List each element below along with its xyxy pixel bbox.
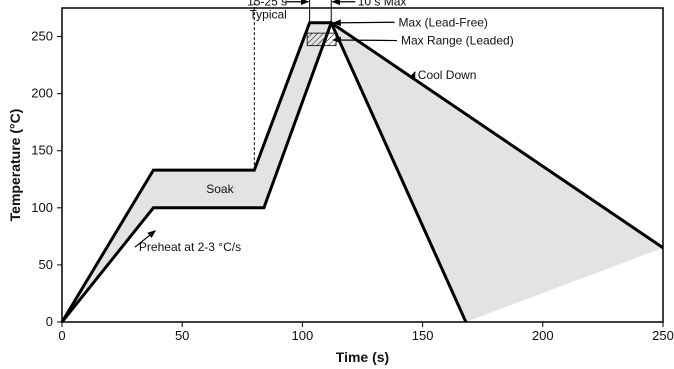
y-tick-label: 100 <box>31 200 53 215</box>
shaded-band-layer <box>62 22 663 323</box>
annotation-arrow <box>408 71 416 81</box>
shaded-band <box>62 22 663 323</box>
x-tick-label: 50 <box>175 328 189 343</box>
y-tick-label: 50 <box>39 257 53 272</box>
x-tick-label: 200 <box>532 328 554 343</box>
annotation-label: Cool Down <box>418 68 477 82</box>
plot-area-frame <box>61 7 664 323</box>
x-tick-label: 100 <box>292 328 314 343</box>
tick-layer: 0 50 100 150 200 250 0 50 100 150 200 250 <box>31 29 674 343</box>
x-tick-label: 150 <box>412 328 434 343</box>
x-tick-label: 0 <box>58 328 65 343</box>
y-tick-label: 150 <box>31 143 53 158</box>
series-layer <box>60 20 664 323</box>
annotation-label: Soak <box>206 182 234 196</box>
x-axis-title: Time (s) <box>336 349 389 365</box>
annotation-label: Max Range (Leaded) <box>401 34 514 48</box>
x-tick-label: 250 <box>652 328 674 343</box>
annotation-label: Typical <box>250 7 287 21</box>
annotation-label: 15-25 s <box>247 0 287 9</box>
guide-line-layer <box>253 0 332 171</box>
annotation-label: 10 s Max <box>358 0 407 9</box>
annotation-arrow <box>332 19 395 27</box>
annotation-arrow <box>134 230 157 248</box>
annotation-label: Preheat at 2-3 °C/s <box>139 240 241 254</box>
series-line-1 <box>60 21 468 323</box>
series-line-0 <box>60 20 664 323</box>
annotation-arrow <box>332 36 397 44</box>
annotation-label: Max (Lead-Free) <box>399 15 488 29</box>
y-tick-label: 0 <box>46 314 53 329</box>
hatched-region-layer <box>306 32 337 47</box>
y-axis-title: Temperature (°C) <box>7 109 23 222</box>
hatched-max-range-leaded <box>306 32 337 47</box>
y-tick-label: 250 <box>31 29 53 44</box>
y-tick-label: 200 <box>31 86 53 101</box>
